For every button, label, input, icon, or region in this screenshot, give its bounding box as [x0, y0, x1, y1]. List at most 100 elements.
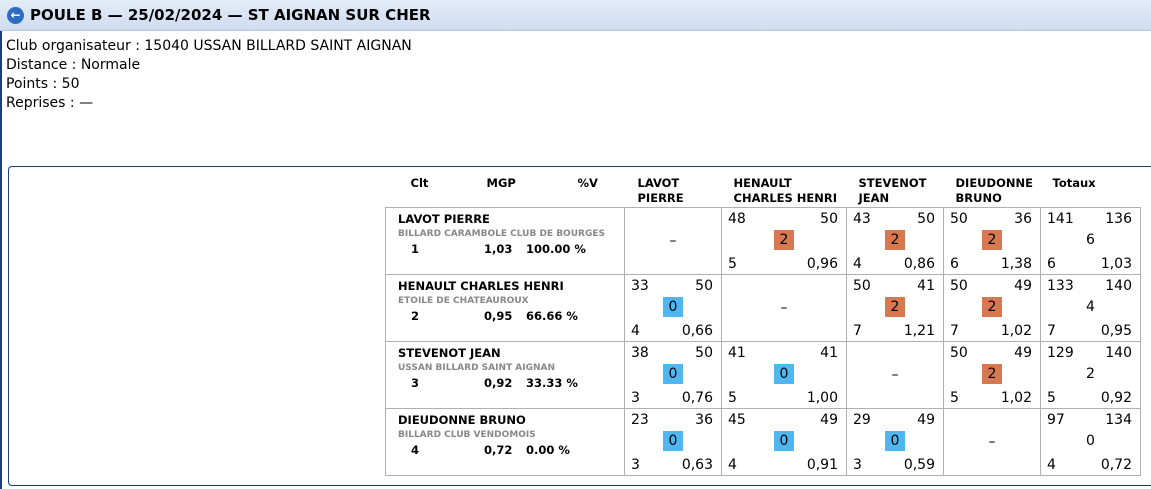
header-clt: Clt	[410, 176, 429, 190]
player-mgp: 0,72	[484, 442, 513, 457]
match-distance: 50	[695, 277, 713, 294]
player-pv: 100.00 %	[526, 241, 586, 256]
match-moyenne: 1,21	[903, 322, 935, 339]
match-cell: 50 49 2 7 1,02	[943, 273, 1041, 342]
total-match-points: 2	[1086, 365, 1095, 382]
match-points: 23	[631, 411, 649, 428]
match-points: 33	[631, 277, 649, 294]
match-distance: 49	[917, 411, 935, 428]
total-cell: 97 134 0 4 0,72	[1040, 407, 1141, 476]
match-reprises: 5	[728, 255, 737, 272]
header-stevenot: STEVENOT JEAN	[858, 176, 927, 205]
match-reprises: 6	[950, 255, 959, 272]
total-cell: 133 140 4 7 0,95	[1040, 273, 1141, 342]
player-mgp: 0,92	[484, 375, 513, 390]
loss-badge: 0	[663, 363, 683, 384]
total-distance: 140	[1105, 277, 1132, 294]
player-cell: DIEUDONNE BRUNO BILLARD CLUB VENDOMOIS 4 0,…	[385, 407, 625, 476]
player-cell: LAVOT PIERRE BILLARD CARAMBOLE CLUB DE BO…	[385, 206, 625, 275]
match-cell: 38 50 0 3 0,76	[624, 340, 722, 409]
total-cell: 129 140 2 5 0,92	[1040, 340, 1141, 409]
total-distance: 136	[1105, 210, 1132, 227]
match-points: 38	[631, 344, 649, 361]
total-points: 129	[1047, 344, 1074, 361]
match-distance: 50	[820, 210, 838, 227]
match-moyenne: 1,38	[1000, 255, 1032, 272]
player-club: ETOILE DE CHATEAUROUX	[398, 295, 529, 306]
header-henault: HENAULT CHARLES HENRI	[733, 176, 838, 205]
player-clt: 1	[411, 241, 420, 256]
match-distance: 50	[917, 210, 935, 227]
player-cell: HENAULT CHARLES HENRI ETOILE DE CHATEAURO…	[385, 273, 625, 342]
frame-border	[0, 31, 2, 489]
table-row: HENAULT CHARLES HENRI ETOILE DE CHATEAURO…	[385, 273, 1141, 342]
total-moyenne: 0,95	[1100, 322, 1132, 339]
match-reprises: 4	[853, 255, 862, 272]
match-reprises: 5	[728, 389, 737, 406]
match-distance: 49	[820, 411, 838, 428]
back-arrow-icon[interactable]: ←	[7, 6, 24, 24]
match-cell: 33 50 0 4 0,66	[624, 273, 722, 342]
match-points: 50	[950, 210, 968, 227]
match-cell: 50 36 2 6 1,38	[943, 206, 1041, 275]
player-clt: 4	[411, 442, 420, 457]
total-distance: 140	[1105, 344, 1132, 361]
match-cell: 50 49 2 5 1,02	[943, 340, 1041, 409]
loss-badge: 0	[663, 430, 683, 451]
match-reprises: 3	[631, 456, 640, 473]
loss-badge: 0	[663, 296, 683, 317]
win-badge: 2	[982, 296, 1002, 317]
player-club: BILLARD CLUB VENDOMOIS	[398, 429, 536, 440]
loss-badge: 0	[774, 363, 794, 384]
total-match-points: 4	[1086, 298, 1095, 315]
total-moyenne: 1,03	[1100, 255, 1132, 272]
player-name: LAVOT PIERRE	[398, 211, 490, 226]
player-pv: 33.33 %	[526, 375, 578, 390]
match-cell: 43 50 2 4 0,86	[846, 206, 944, 275]
match-distance: 41	[820, 344, 838, 361]
player-mgp: 0,95	[484, 308, 513, 323]
match-cell: 48 50 2 5 0,96	[721, 206, 847, 275]
win-badge: 2	[982, 363, 1002, 384]
match-moyenne: 0,96	[806, 255, 838, 272]
total-match-points: 0	[1086, 432, 1095, 449]
match-moyenne: 0,59	[903, 456, 935, 473]
header-pv: %V	[577, 176, 598, 190]
player-club: USSAN BILLARD SAINT AIGNAN	[398, 362, 556, 373]
match-distance: 41	[917, 277, 935, 294]
header-mgp: MGP	[486, 176, 516, 190]
distance: Distance : Normale	[6, 57, 141, 73]
poule-info: Club organisateur : 15040 USSAN BILLARD …	[6, 37, 412, 113]
match-cell: 23 36 0 3 0,63	[624, 407, 722, 476]
win-badge: 2	[774, 229, 794, 250]
match-reprises: 3	[631, 389, 640, 406]
match-cell: 45 49 0 4 0,91	[721, 407, 847, 476]
total-points: 141	[1047, 210, 1074, 227]
title-bar: ← POULE B — 25/02/2024 — ST AIGNAN SUR C…	[0, 0, 1151, 31]
match-cell: 50 41 2 7 1,21	[846, 273, 944, 342]
match-points: 48	[728, 210, 746, 227]
club-organisateur: Club organisateur : 15040 USSAN BILLARD …	[6, 38, 412, 54]
total-match-points: 6	[1086, 231, 1095, 248]
results-panel	[8, 166, 1151, 486]
loss-badge: 0	[774, 430, 794, 451]
match-points: 50	[950, 344, 968, 361]
reprises: Reprises : —	[6, 95, 94, 111]
match-reprises: 3	[853, 456, 862, 473]
match-reprises: 7	[950, 322, 959, 339]
player-mgp: 1,03	[484, 241, 513, 256]
empty-match-cell: –	[943, 407, 1041, 476]
player-pv: 0.00 %	[526, 442, 570, 457]
win-badge: 2	[982, 229, 1002, 250]
match-moyenne: 0,76	[681, 389, 713, 406]
win-badge: 2	[885, 296, 905, 317]
player-name: DIEUDONNE BRUNO	[398, 412, 526, 427]
total-moyenne: 0,72	[1100, 456, 1132, 473]
total-points: 133	[1047, 277, 1074, 294]
total-points: 97	[1047, 411, 1065, 428]
match-moyenne: 0,66	[681, 322, 713, 339]
match-points: 43	[853, 210, 871, 227]
match-moyenne: 0,91	[806, 456, 838, 473]
header-lavot: LAVOT PIERRE	[637, 176, 684, 205]
points: Points : 50	[6, 76, 80, 92]
